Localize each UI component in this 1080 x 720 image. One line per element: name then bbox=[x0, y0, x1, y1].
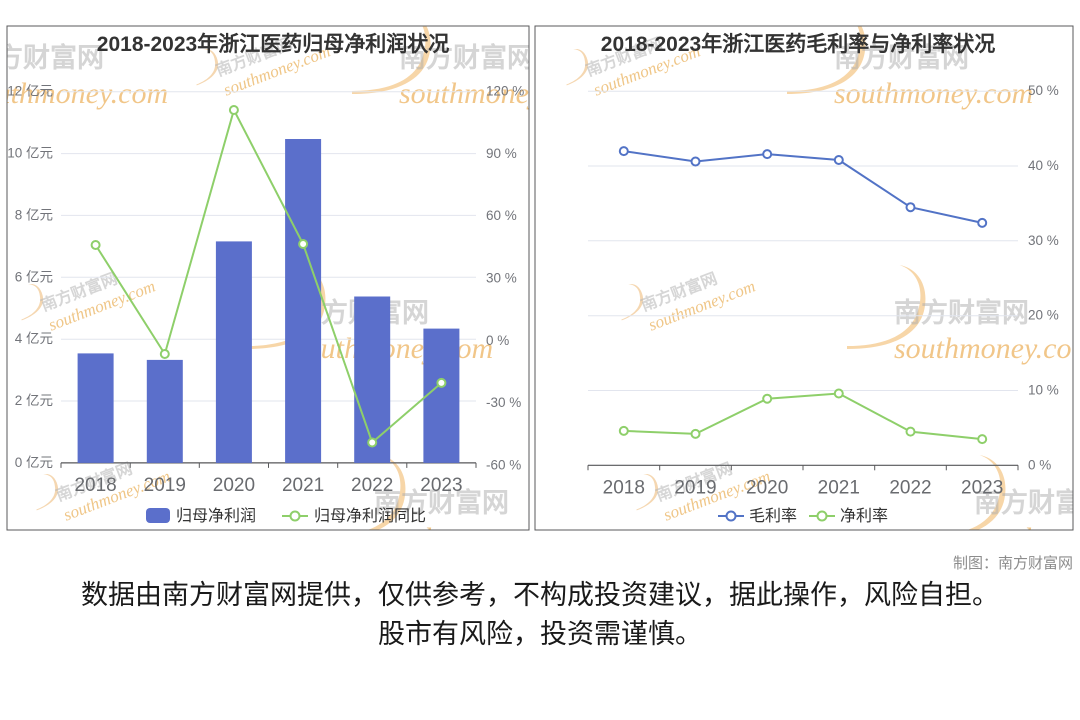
svg-text:2022: 2022 bbox=[351, 475, 393, 496]
svg-text:2021: 2021 bbox=[818, 477, 860, 498]
svg-text:90 %: 90 % bbox=[486, 146, 517, 161]
svg-text:6 亿元: 6 亿元 bbox=[15, 269, 53, 284]
svg-text:2019: 2019 bbox=[674, 477, 716, 498]
svg-text:4 亿元: 4 亿元 bbox=[15, 331, 53, 346]
svg-text:12 亿元: 12 亿元 bbox=[7, 84, 53, 99]
svg-text:2023: 2023 bbox=[420, 475, 462, 496]
svg-text:20 %: 20 % bbox=[1028, 308, 1059, 323]
svg-text:50 %: 50 % bbox=[1028, 83, 1059, 98]
svg-text:制图：南方财富网: 制图：南方财富网 bbox=[953, 554, 1073, 572]
svg-text:2020: 2020 bbox=[746, 477, 788, 498]
svg-text:0 亿元: 0 亿元 bbox=[15, 455, 53, 470]
svg-text:2018: 2018 bbox=[74, 475, 116, 496]
svg-text:30 %: 30 % bbox=[486, 270, 517, 285]
svg-text:60 %: 60 % bbox=[486, 208, 517, 223]
svg-text:10 %: 10 % bbox=[1028, 383, 1059, 398]
svg-text:毛利率: 毛利率 bbox=[749, 507, 797, 525]
svg-text:30 %: 30 % bbox=[1028, 233, 1059, 248]
svg-text:2023: 2023 bbox=[961, 477, 1003, 498]
svg-text:净利率: 净利率 bbox=[840, 507, 888, 525]
svg-text:-60 %: -60 % bbox=[486, 457, 521, 472]
svg-text:-30 %: -30 % bbox=[486, 395, 521, 410]
svg-text:股市有风险，投资需谨慎。: 股市有风险，投资需谨慎。 bbox=[378, 619, 702, 649]
svg-text:8 亿元: 8 亿元 bbox=[15, 207, 53, 222]
svg-text:归母净利润: 归母净利润 bbox=[176, 507, 256, 525]
svg-text:数据由南方财富网提供，仅供参考，不构成投资建议，据此操作，风: 数据由南方财富网提供，仅供参考，不构成投资建议，据此操作，风险自担。 bbox=[81, 580, 999, 610]
svg-text:2018-2023年浙江医药毛利率与净利率状况: 2018-2023年浙江医药毛利率与净利率状况 bbox=[601, 32, 995, 56]
svg-text:40 %: 40 % bbox=[1028, 158, 1059, 173]
svg-text:2021: 2021 bbox=[282, 475, 324, 496]
svg-text:120 %: 120 % bbox=[486, 84, 524, 99]
svg-text:2019: 2019 bbox=[144, 475, 186, 496]
svg-text:10 亿元: 10 亿元 bbox=[7, 146, 53, 161]
svg-text:0 %: 0 % bbox=[1028, 457, 1051, 472]
svg-text:2018-2023年浙江医药归母净利润状况: 2018-2023年浙江医药归母净利润状况 bbox=[97, 32, 449, 56]
svg-text:2 亿元: 2 亿元 bbox=[15, 393, 53, 408]
svg-text:0 %: 0 % bbox=[486, 333, 509, 348]
svg-text:2018: 2018 bbox=[603, 477, 645, 498]
svg-text:归母净利润同比: 归母净利润同比 bbox=[314, 507, 426, 525]
svg-text:2022: 2022 bbox=[889, 477, 931, 498]
svg-text:2020: 2020 bbox=[213, 475, 255, 496]
